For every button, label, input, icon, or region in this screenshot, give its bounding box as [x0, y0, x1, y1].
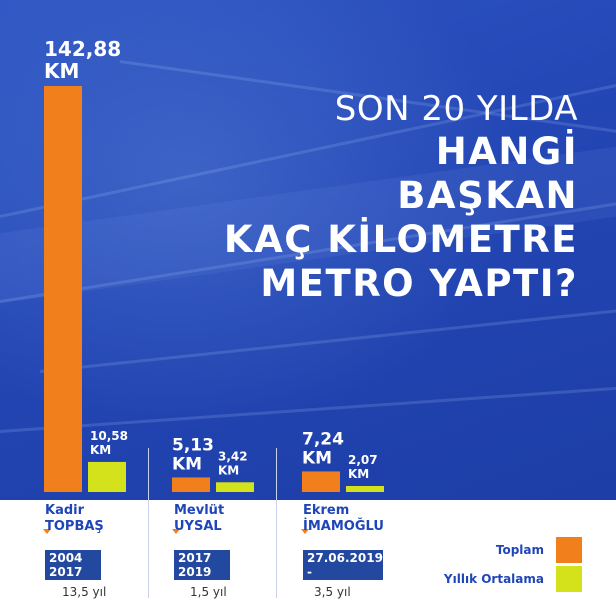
first-name: Ekrem — [303, 503, 350, 518]
legend-label-average: Yıllık Ortalama — [443, 572, 544, 586]
headline-line-1: SON 20 YILDA — [334, 89, 578, 129]
marker-1 — [172, 529, 180, 534]
legend-label-total: Toplam — [495, 543, 544, 557]
unit-label-total-1: KM — [172, 454, 202, 474]
divider-1 — [148, 448, 149, 598]
marker-2 — [301, 529, 309, 534]
last-name: İMAMOĞLU — [303, 519, 384, 534]
value-label-average-2: 2,07 — [348, 453, 378, 467]
term-2: 27.06.2019 - — [303, 550, 383, 580]
duration-0: 13,5 yıl — [62, 585, 107, 599]
term-end: 2019 — [178, 565, 212, 579]
unit-label-average-2: KM — [348, 467, 369, 481]
term-0: 2004 2017 — [45, 550, 101, 580]
bar-average-0 — [88, 461, 126, 492]
term-end: 2017 — [49, 565, 83, 579]
first-name: Kadir — [45, 503, 85, 518]
background-photo — [0, 0, 616, 500]
unit-label-total-2: KM — [302, 448, 332, 468]
value-label-average-0: 10,58 — [90, 429, 128, 443]
last-name: TOPBAŞ — [45, 519, 104, 534]
value-label-average-1: 3,42 — [218, 449, 248, 463]
term-start: 2017 — [178, 551, 212, 565]
bar-total-1 — [172, 477, 210, 492]
last-name: UYSAL — [174, 519, 222, 534]
headline-line-2: HANGİ — [435, 130, 578, 173]
bar-total-2 — [302, 471, 340, 492]
headline-line-4: KAÇ KİLOMETRE — [223, 218, 578, 261]
value-label-total-2: 7,24 — [302, 429, 344, 449]
unit-label-average-1: KM — [218, 463, 239, 477]
legend-swatch-average — [556, 566, 582, 592]
bar-average-1 — [216, 482, 254, 492]
term-1: 2017 2019 — [174, 550, 230, 580]
legend-swatch-total — [556, 537, 582, 563]
duration-1: 1,5 yıl — [190, 585, 227, 599]
term-start: 2004 — [49, 551, 83, 565]
duration-2: 3,5 yıl — [314, 585, 351, 599]
mayor-name-2: Ekrem İMAMOĞLU — [303, 503, 384, 535]
divider-2 — [276, 448, 277, 598]
value-label-total-1: 5,13 — [172, 435, 214, 455]
unit-label-average-0: KM — [90, 443, 111, 457]
first-name: Mevlüt — [174, 503, 225, 518]
term-start: 27.06.2019 — [307, 551, 383, 565]
mayor-name-1: Mevlüt UYSAL — [174, 503, 224, 535]
bar-average-2 — [346, 486, 384, 492]
term-end: - — [307, 565, 312, 579]
value-label-total-0: 142,88 — [44, 37, 121, 61]
bar-total-0 — [44, 86, 82, 492]
headline: SON 20 YILDA HANGİ BAŞKAN KAÇ KİLOMETRE … — [224, 88, 578, 306]
mayor-name-0: Kadir TOPBAŞ — [45, 503, 104, 535]
headline-line-3: BAŞKAN — [397, 174, 578, 217]
unit-label-total-0: KM — [44, 59, 79, 83]
marker-0 — [43, 529, 51, 534]
headline-line-5: METRO YAPTI? — [260, 262, 578, 305]
